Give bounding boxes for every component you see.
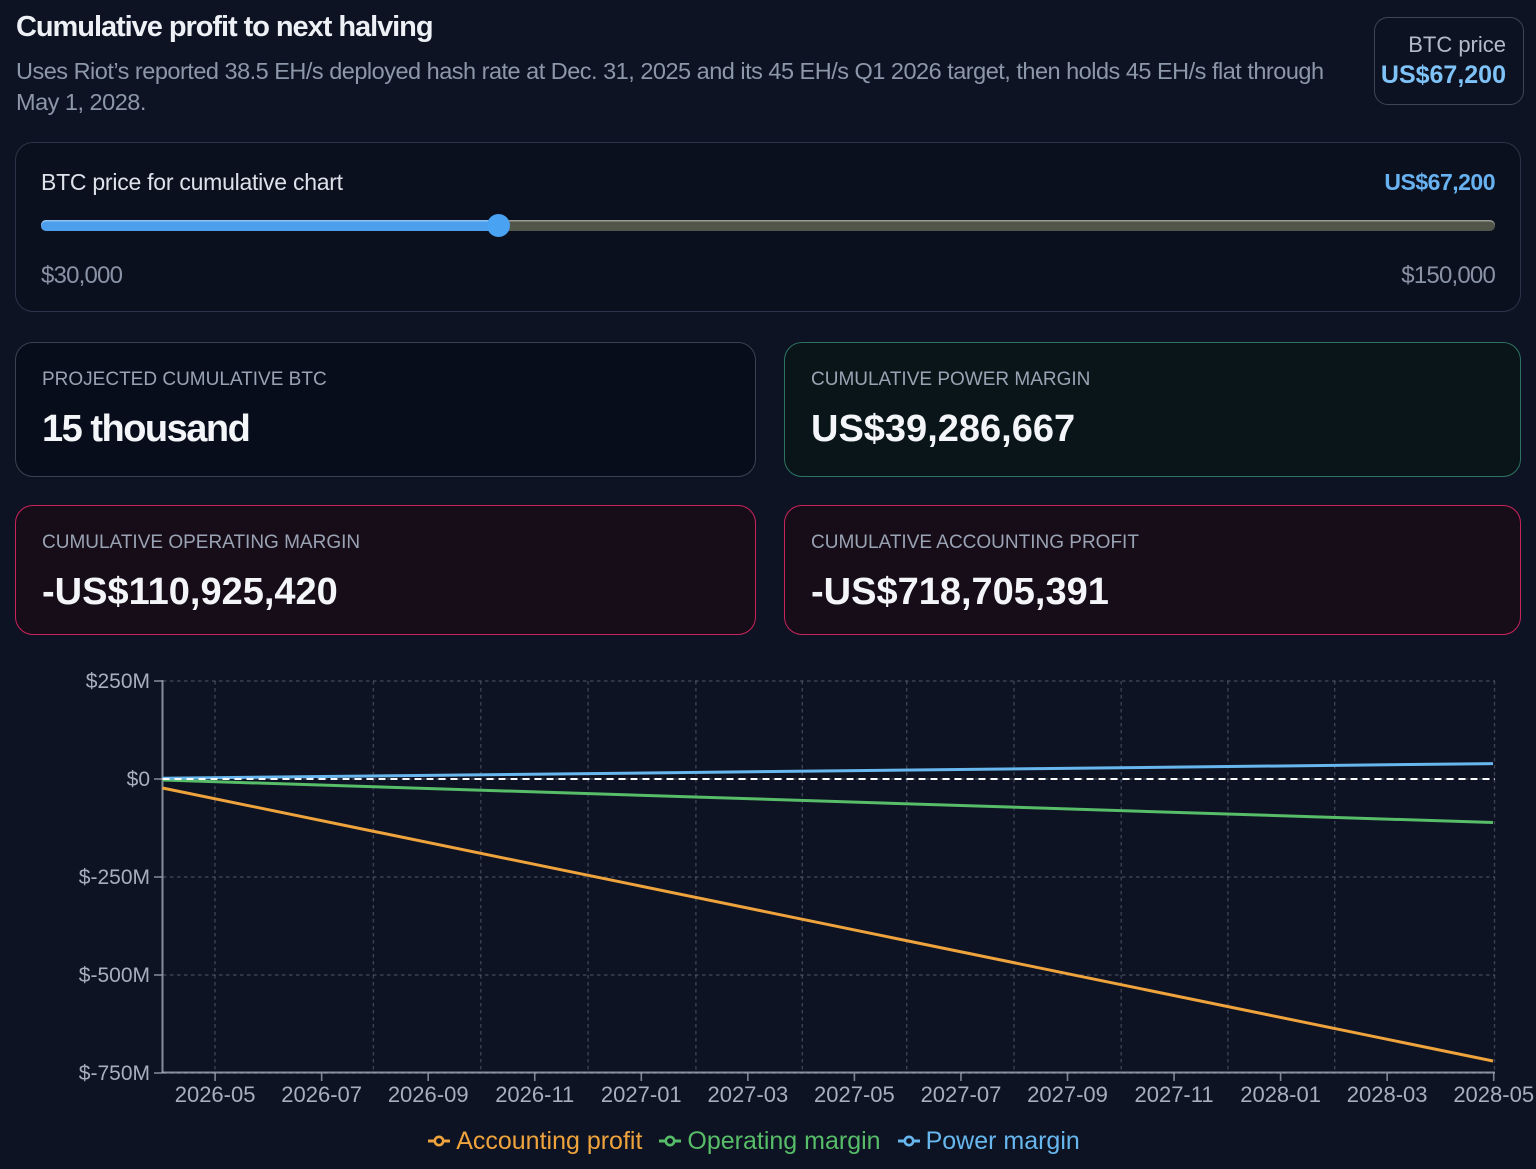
svg-text:2026-11: 2026-11 [495, 1082, 574, 1107]
svg-text:2028-03: 2028-03 [1347, 1082, 1428, 1107]
svg-text:2027-03: 2027-03 [707, 1082, 788, 1107]
svg-text:$0: $0 [127, 768, 150, 791]
svg-text:2027-05: 2027-05 [814, 1082, 895, 1107]
svg-text:2028-01: 2028-01 [1240, 1082, 1321, 1107]
svg-text:2026-07: 2026-07 [281, 1082, 362, 1107]
svg-text:2027-11: 2027-11 [1134, 1082, 1213, 1107]
svg-text:2027-01: 2027-01 [601, 1082, 682, 1107]
svg-text:2027-09: 2027-09 [1027, 1082, 1108, 1107]
svg-text:$-250M: $-250M [79, 866, 150, 889]
svg-text:2026-09: 2026-09 [388, 1082, 469, 1107]
svg-text:$-750M: $-750M [79, 1062, 150, 1085]
svg-text:2027-07: 2027-07 [921, 1082, 1002, 1107]
svg-text:$250M: $250M [86, 670, 150, 693]
svg-text:2026-05: 2026-05 [175, 1082, 256, 1107]
svg-text:2028-05: 2028-05 [1453, 1082, 1534, 1107]
svg-text:$-500M: $-500M [79, 964, 150, 987]
